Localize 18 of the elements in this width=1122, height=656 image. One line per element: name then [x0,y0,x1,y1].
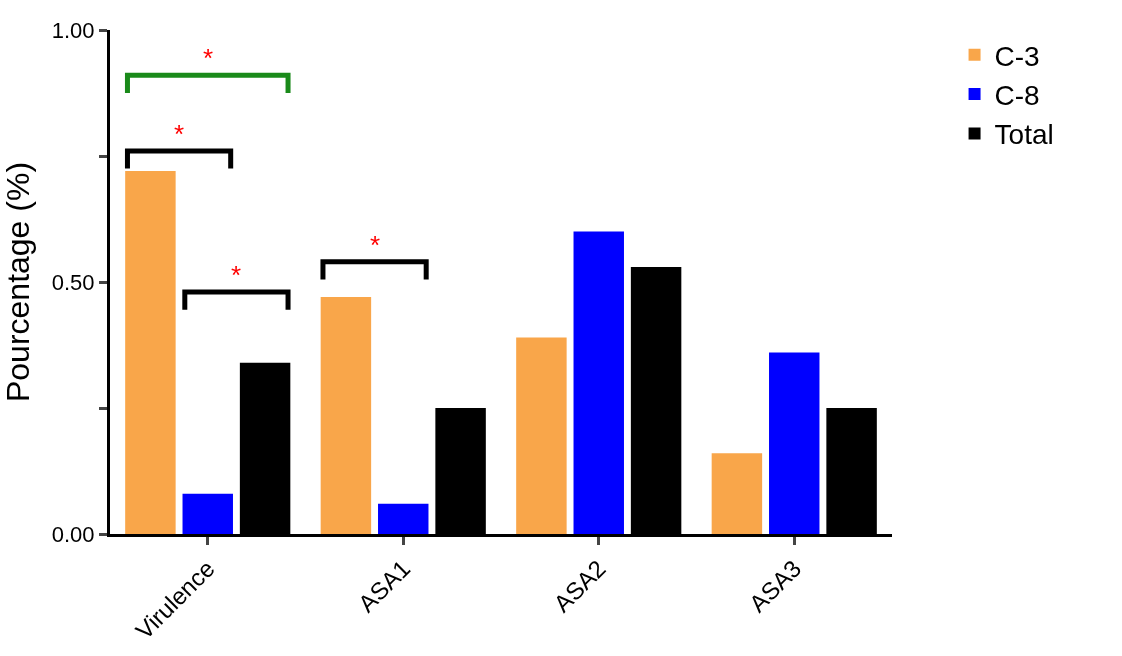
bar [711,453,763,534]
annotation: * [203,43,214,73]
bar [378,503,429,534]
bar [182,493,233,534]
legend-label: C-8 [994,80,1040,112]
bar [769,352,820,534]
y-tick-label: 1.00 [51,17,95,43]
y-tick-label: 0.00 [51,521,95,547]
annotation: * [231,260,242,290]
bar [573,231,624,534]
annotation: * [370,230,381,260]
legend-label: Total [994,119,1054,151]
bar [516,337,567,534]
y-axis-title: Pourcentage (%) [0,161,36,403]
annotation: * [174,119,185,149]
y-tick-label: 0.50 [51,269,95,295]
legend-label: C-3 [994,40,1040,72]
bar [320,297,372,534]
